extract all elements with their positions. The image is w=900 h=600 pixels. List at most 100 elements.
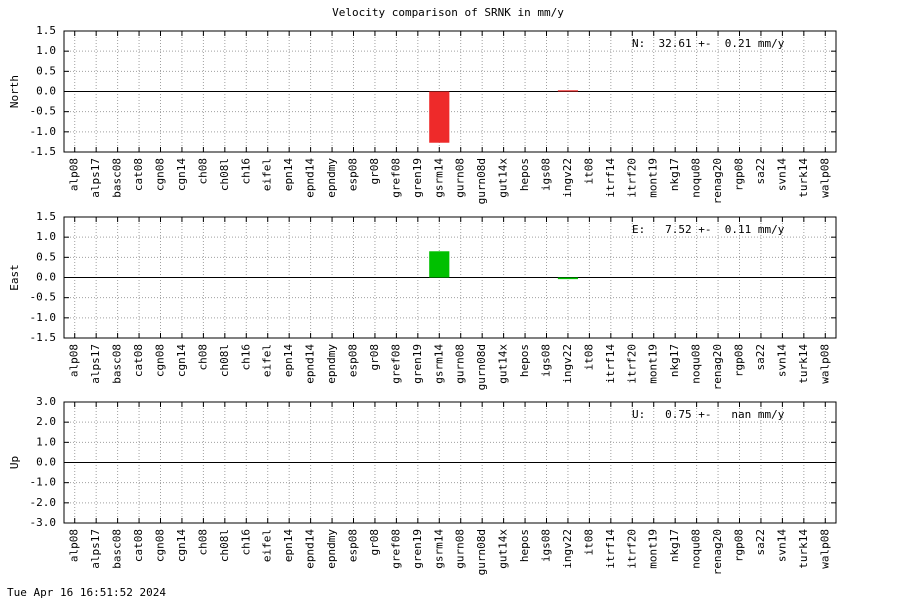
x-tick-label: ch08	[196, 158, 209, 185]
annotation: E: 7.52 +- 0.11 mm/y	[632, 223, 785, 236]
x-tick-label: gsrm14	[432, 344, 445, 384]
x-tick-label: gurn08d	[475, 344, 488, 390]
x-tick-label: sa22	[754, 529, 767, 556]
y-tick-label: 0.5	[36, 250, 56, 263]
x-tick-label: epndmy	[325, 158, 338, 198]
x-tick-label: gut14x	[497, 529, 510, 569]
x-tick-label: cat08	[132, 529, 145, 562]
x-tick-label: noqu08	[690, 529, 703, 569]
x-tick-label: sa22	[754, 344, 767, 371]
x-tick-label: gr08	[368, 158, 381, 185]
x-tick-label: basc08	[111, 529, 124, 569]
x-tick-label: eifel	[261, 529, 274, 562]
x-tick-label: gurn08	[454, 529, 467, 569]
x-tick-label: itrf20	[625, 529, 638, 569]
x-tick-label: rgp08	[733, 529, 746, 562]
x-tick-label: cgn14	[175, 529, 188, 562]
x-tick-label: esp08	[347, 529, 360, 562]
x-tick-label: noqu08	[690, 344, 703, 384]
x-tick-label: ch08l	[218, 158, 231, 191]
x-tick-label: epn14	[282, 344, 295, 377]
x-tick-label: gurn08d	[475, 158, 488, 204]
y-tick-label: 0.0	[36, 271, 56, 284]
x-tick-label: basc08	[111, 344, 124, 384]
x-tick-label: svn14	[775, 344, 788, 377]
y-tick-label: -0.5	[30, 291, 57, 304]
x-tick-label: eifel	[261, 344, 274, 377]
x-tick-label: ch16	[239, 529, 252, 556]
x-tick-label: gsrm14	[432, 529, 445, 569]
x-tick-label: rgp08	[733, 344, 746, 377]
x-tick-label: igs08	[540, 344, 553, 377]
x-tick-label: esp08	[347, 158, 360, 191]
x-tick-label: itrf20	[625, 158, 638, 198]
y-tick-label: -1.0	[30, 125, 57, 138]
x-tick-label: walp08	[818, 158, 831, 198]
x-tick-label: ch16	[239, 344, 252, 371]
plot-frame	[63, 216, 837, 339]
x-tick-label: ch16	[239, 158, 252, 185]
bar	[557, 277, 579, 280]
y-tick-label: -0.5	[30, 105, 57, 118]
x-tick-label: svn14	[775, 158, 788, 191]
y-tick-label: 0.5	[36, 64, 56, 77]
x-tick-label: cat08	[132, 158, 145, 191]
y-tick-label: 1.5	[36, 24, 56, 37]
y-tick-label: -3.0	[30, 516, 57, 529]
x-tick-label: it08	[582, 344, 595, 371]
x-tick-label: nkg17	[668, 529, 681, 562]
y-tick-label: 0.0	[36, 456, 56, 469]
y-tick-label: -1.5	[30, 331, 57, 344]
x-tick-label: mont19	[647, 529, 660, 569]
y-tick-label: -2.0	[30, 496, 57, 509]
x-tick-label: mont19	[647, 158, 660, 198]
x-tick-label: gut14x	[497, 344, 510, 384]
x-tick-label: noqu08	[690, 158, 703, 198]
x-tick-label: turk14	[797, 529, 810, 569]
x-tick-label: renag20	[711, 344, 724, 390]
x-tick-label: renag20	[711, 529, 724, 575]
y-tick-label: 0.0	[36, 85, 56, 98]
x-tick-label: gref08	[389, 529, 402, 569]
x-tick-label: ingv22	[561, 344, 574, 384]
x-tick-label: epnd14	[304, 158, 317, 198]
x-tick-label: basc08	[111, 158, 124, 198]
x-tick-label: ch08	[196, 529, 209, 556]
x-tick-label: eifel	[261, 158, 274, 191]
x-tick-label: gref08	[389, 344, 402, 384]
x-tick-label: gurn08	[454, 344, 467, 384]
x-tick-label: walp08	[818, 529, 831, 569]
x-tick-label: igs08	[540, 158, 553, 191]
x-tick-label: gren19	[411, 344, 424, 384]
x-tick-label: alps17	[89, 529, 102, 569]
bar	[429, 251, 450, 278]
x-tick-label: igs08	[540, 529, 553, 562]
x-tick-label: gr08	[368, 529, 381, 556]
x-tick-label: alp08	[68, 344, 81, 377]
y-tick-label: -1.0	[30, 311, 57, 324]
x-tick-label: alp08	[68, 158, 81, 191]
x-tick-label: hepos	[518, 344, 531, 377]
x-tick-label: it08	[582, 529, 595, 556]
y-tick-label: 2.0	[36, 415, 56, 428]
x-tick-label: svn14	[775, 529, 788, 562]
annotation: N: 32.61 +- 0.21 mm/y	[632, 37, 785, 50]
y-axis-label: East	[8, 264, 21, 291]
x-tick-label: turk14	[797, 344, 810, 384]
y-tick-label: 1.0	[36, 44, 56, 57]
x-tick-label: nkg17	[668, 344, 681, 377]
y-axis-label: Up	[8, 456, 21, 469]
x-tick-label: sa22	[754, 158, 767, 185]
x-tick-label: cgn08	[154, 529, 167, 562]
x-tick-label: epndmy	[325, 344, 338, 384]
y-tick-label: -1.0	[30, 476, 57, 489]
x-tick-label: gut14x	[497, 158, 510, 198]
y-tick-label: 1.5	[36, 210, 56, 223]
plot-frame	[63, 30, 837, 153]
x-tick-label: itrf14	[604, 344, 617, 384]
x-tick-label: turk14	[797, 158, 810, 198]
annotation: U: 0.75 +- nan mm/y	[632, 408, 785, 421]
x-tick-label: gref08	[389, 158, 402, 198]
x-tick-label: renag20	[711, 158, 724, 204]
x-tick-label: epn14	[282, 158, 295, 191]
